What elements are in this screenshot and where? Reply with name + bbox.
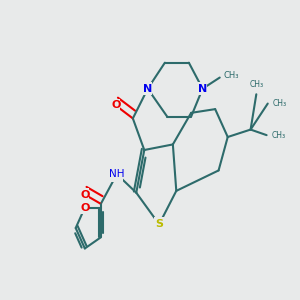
Text: N: N <box>143 84 152 94</box>
Text: S: S <box>155 219 163 229</box>
Text: O: O <box>80 190 89 200</box>
Text: N: N <box>198 84 207 94</box>
FancyBboxPatch shape <box>111 167 123 182</box>
FancyBboxPatch shape <box>154 217 164 232</box>
Text: CH₃: CH₃ <box>271 130 285 140</box>
Text: CH₃: CH₃ <box>249 80 263 89</box>
FancyBboxPatch shape <box>80 201 89 214</box>
Text: CH₃: CH₃ <box>272 99 286 108</box>
Text: O: O <box>80 202 89 213</box>
Text: CH₃: CH₃ <box>223 71 239 80</box>
FancyBboxPatch shape <box>111 99 120 112</box>
FancyBboxPatch shape <box>143 82 152 95</box>
Text: O: O <box>111 100 120 110</box>
FancyBboxPatch shape <box>198 82 207 95</box>
Text: NH: NH <box>109 169 124 179</box>
FancyBboxPatch shape <box>80 188 89 201</box>
